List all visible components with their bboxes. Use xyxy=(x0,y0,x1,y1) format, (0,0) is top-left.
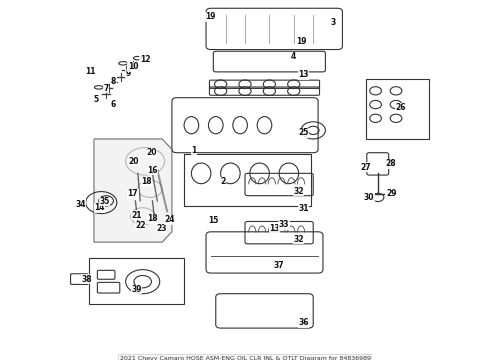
Text: 8: 8 xyxy=(111,77,116,86)
Text: 20: 20 xyxy=(146,148,157,157)
Text: 19: 19 xyxy=(206,12,216,21)
Text: 24: 24 xyxy=(164,215,175,224)
Text: 31: 31 xyxy=(298,204,309,213)
Text: 38: 38 xyxy=(81,275,92,284)
Text: 14: 14 xyxy=(95,203,105,212)
Text: 2: 2 xyxy=(220,177,226,186)
Text: 33: 33 xyxy=(279,220,289,229)
Text: 19: 19 xyxy=(296,37,306,46)
Text: 22: 22 xyxy=(135,221,146,230)
Text: 1: 1 xyxy=(191,147,196,156)
Text: 3: 3 xyxy=(330,18,335,27)
Text: 12: 12 xyxy=(140,55,150,64)
Text: 35: 35 xyxy=(99,197,110,206)
Text: 36: 36 xyxy=(298,319,309,328)
Text: 5: 5 xyxy=(94,95,99,104)
Text: 13: 13 xyxy=(269,224,279,233)
Text: 28: 28 xyxy=(386,159,396,168)
Text: 10: 10 xyxy=(128,62,138,71)
Text: 37: 37 xyxy=(274,261,284,270)
Text: 20: 20 xyxy=(129,157,139,166)
Text: 15: 15 xyxy=(208,216,219,225)
Text: 29: 29 xyxy=(386,189,396,198)
Text: 2021 Chevy Camaro HOSE ASM-ENG OIL CLR INL & OTLT Diagram for 84836989: 2021 Chevy Camaro HOSE ASM-ENG OIL CLR I… xyxy=(120,356,370,360)
Text: 4: 4 xyxy=(291,52,296,61)
Text: 18: 18 xyxy=(147,214,158,223)
Text: 39: 39 xyxy=(132,285,142,294)
Text: 18: 18 xyxy=(141,177,152,186)
Polygon shape xyxy=(94,139,172,242)
Text: 27: 27 xyxy=(361,163,371,172)
Text: 32: 32 xyxy=(294,235,304,244)
Text: 32: 32 xyxy=(294,187,304,196)
Text: 30: 30 xyxy=(364,193,374,202)
Text: 7: 7 xyxy=(103,84,109,93)
Text: 23: 23 xyxy=(156,224,167,233)
Text: 26: 26 xyxy=(395,103,406,112)
Bar xyxy=(89,258,184,304)
Bar xyxy=(366,79,429,139)
Text: 21: 21 xyxy=(132,211,142,220)
Text: 9: 9 xyxy=(125,69,131,78)
Text: 34: 34 xyxy=(75,200,86,209)
Text: 13: 13 xyxy=(298,71,309,80)
Text: 17: 17 xyxy=(127,189,138,198)
Text: 6: 6 xyxy=(111,100,116,109)
Text: 11: 11 xyxy=(85,67,96,76)
Text: 25: 25 xyxy=(298,128,309,137)
Text: 16: 16 xyxy=(147,166,158,175)
